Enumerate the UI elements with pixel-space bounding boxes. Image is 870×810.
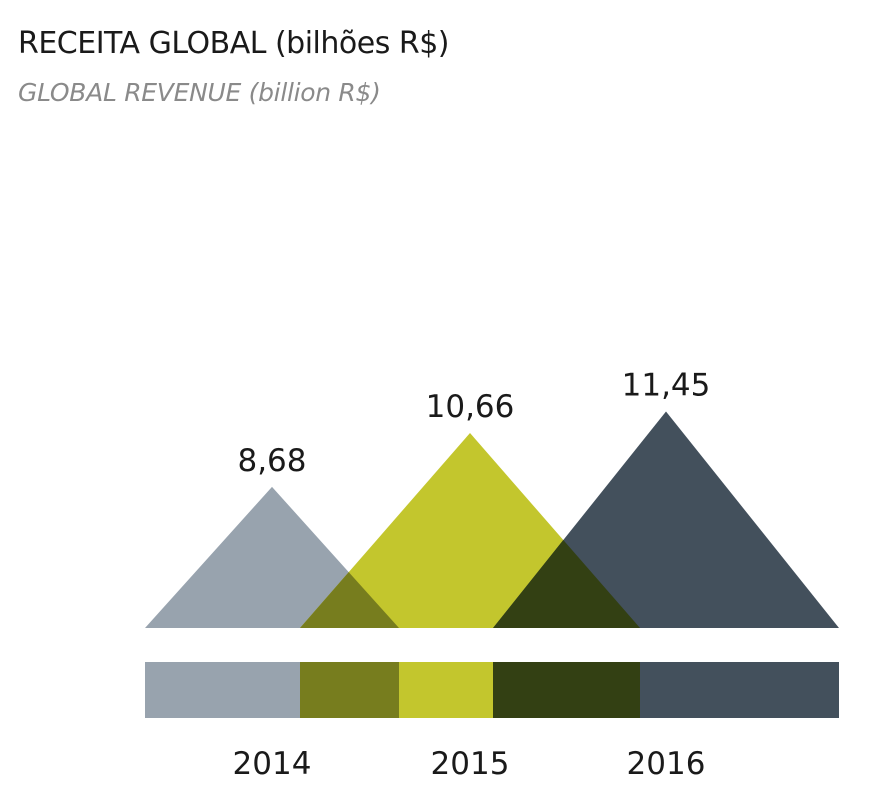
band-segment-5 [640,662,839,718]
year-label-2015: 2015 [431,746,510,782]
overlap-2014-2015 [300,572,399,628]
band-segment-3 [399,662,493,718]
value-label-2016: 11,45 [622,368,711,404]
chart-subtitle: GLOBAL REVENUE (billion R$) [18,78,381,107]
band-segment-2 [300,662,399,718]
band-segment-4 [493,662,640,718]
year-label-2014: 2014 [233,746,312,782]
year-label-2016: 2016 [627,746,706,782]
value-label-2015: 10,66 [426,389,515,425]
chart-title: RECEITA GLOBAL (bilhões R$) [18,26,450,61]
overlap-2015-2016 [493,540,640,628]
band-segment-1 [145,662,300,718]
value-label-2014: 8,68 [237,443,306,479]
